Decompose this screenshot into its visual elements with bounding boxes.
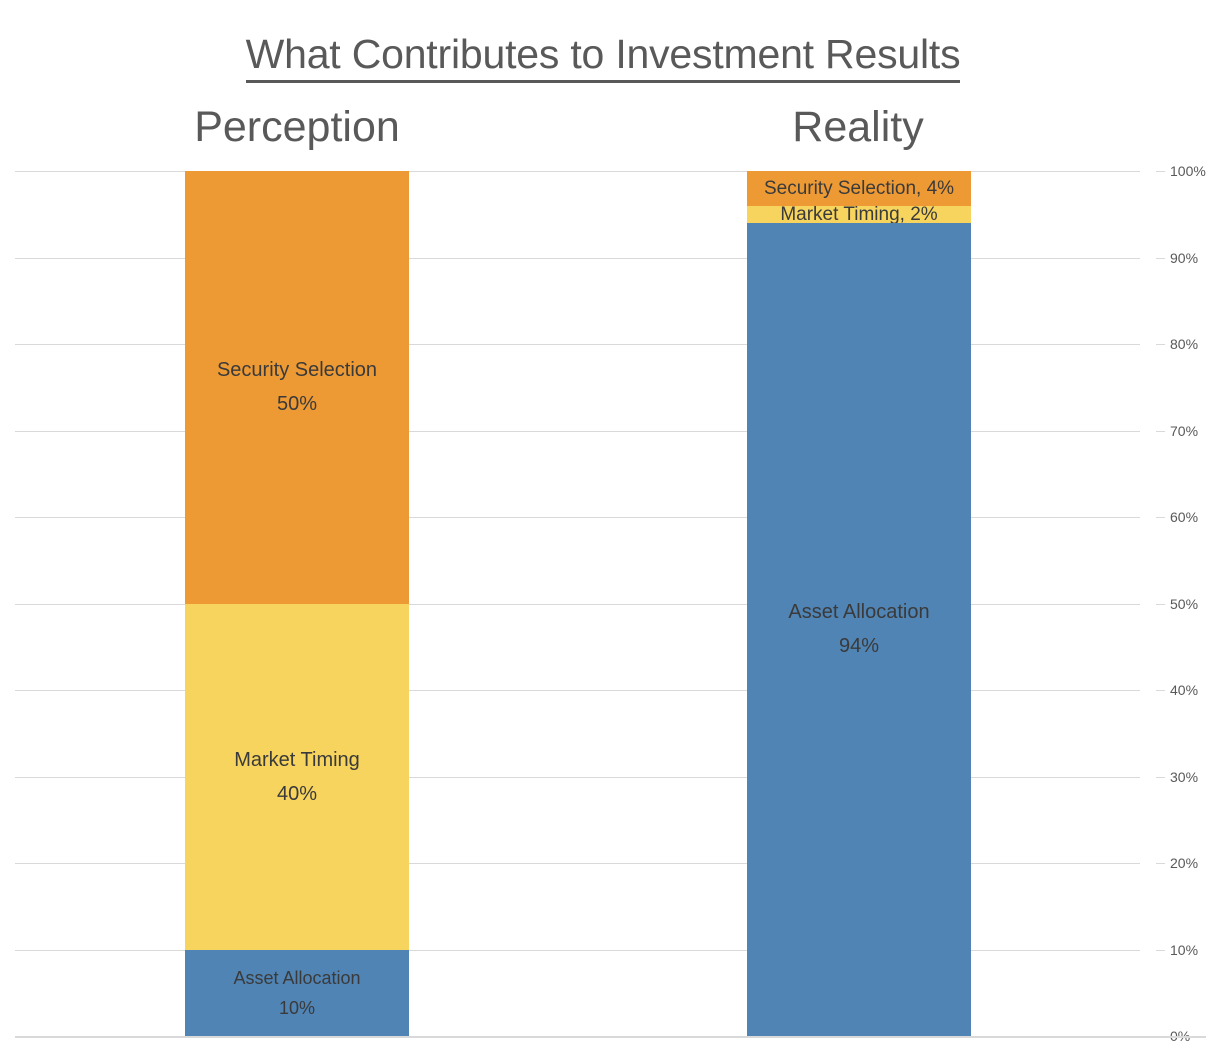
bar-segment-perception-asset-allocation[interactable]: Asset Allocation 10% [185, 949, 409, 1036]
segment-label-reality-market-timing: Market Timing, 2% [780, 204, 938, 226]
y-axis-tickmark [1156, 257, 1165, 259]
y-axis-tickmark [1156, 603, 1165, 605]
y-axis-tick-label: 10% [1170, 941, 1199, 958]
y-axis-tickmark [1156, 171, 1165, 172]
bar-segment-perception-market-timing[interactable]: Market Timing 40% [185, 603, 409, 950]
y-axis-tickmark [1156, 949, 1165, 951]
gridline [15, 863, 1140, 864]
gridline [15, 257, 1140, 259]
segment-label-reality-security-selection: Security Selection, 4% [763, 178, 955, 200]
segment-label-value: 50% [276, 393, 318, 416]
y-axis-tick-label: 80% [1170, 336, 1199, 352]
y-axis-tickmark [1156, 863, 1165, 864]
y-axis-tick-label: 50% [1170, 595, 1199, 612]
y-axis-tickmark [1156, 690, 1165, 691]
y-axis-tick-label: 60% [1170, 509, 1199, 525]
plot-area: 100% 90% 80% 70% 60% 50% 40% 30% 20% 10% 0% Securi… [15, 164, 1206, 1043]
category-label-reality: Reality [792, 103, 924, 151]
y-axis-tick-label: 100% [1170, 163, 1206, 179]
y-axis-tick-label: 20% [1170, 855, 1199, 871]
y-axis-tick-label: 30% [1170, 768, 1199, 785]
gridline [15, 517, 1140, 518]
segment-label-name: Security Selection [216, 359, 378, 382]
gridline [15, 344, 1140, 345]
segment-label-name: Market Timing [234, 748, 360, 771]
gridline [15, 603, 1140, 605]
bar-segment-reality-market-timing[interactable]: Market Timing, 2% [747, 205, 971, 224]
segment-label-value: 40% [276, 782, 318, 805]
axis-baseline [15, 1036, 1206, 1038]
bar-segment-reality-asset-allocation[interactable]: Asset Allocation 94% [747, 222, 971, 1036]
bar-segment-perception-security-selection[interactable]: Security Selection 50% [185, 171, 409, 604]
y-axis-tickmark [1156, 344, 1165, 345]
y-axis-tickmark [1156, 776, 1165, 778]
segment-label-name: Asset Allocation [233, 967, 361, 988]
segment-label-value: 94% [838, 635, 880, 658]
gridline [15, 171, 1140, 172]
segment-label-value: 10% [278, 997, 316, 1018]
segment-label-name: Asset Allocation [788, 601, 930, 624]
bar-segment-reality-security-selection[interactable]: Security Selection, 4% [747, 171, 971, 206]
y-axis-tickmark [1156, 517, 1165, 518]
category-label-perception: Perception [194, 103, 400, 151]
gridline [15, 949, 1140, 951]
chart-title-text: What Contributes to Investment Results [245, 31, 961, 83]
y-axis-tick-label: 90% [1170, 249, 1199, 266]
gridline [15, 690, 1140, 691]
gridline [15, 776, 1140, 778]
chart-title: What Contributes to Investment Results [0, 28, 1206, 83]
gridline [15, 430, 1140, 432]
y-axis-tick-label: 70% [1170, 422, 1199, 439]
y-axis-tick-label: 40% [1170, 682, 1199, 698]
y-axis-tickmark [1156, 430, 1165, 432]
